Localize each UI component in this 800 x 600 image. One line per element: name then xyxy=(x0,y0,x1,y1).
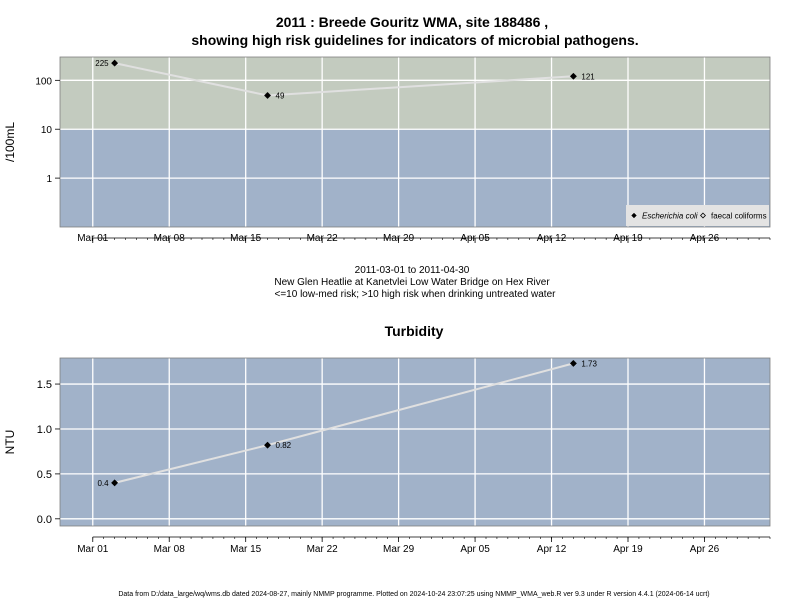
legend-box xyxy=(626,205,769,226)
x-tick-label: Apr 05 xyxy=(460,233,490,244)
guideline-caption: <=10 low-med risk; >10 high risk when dr… xyxy=(275,289,557,300)
main-title-line-2: showing high risk guidelines for indicat… xyxy=(191,32,638,48)
legend-label: faecal coliforms xyxy=(711,212,767,221)
y-tick-label: 100 xyxy=(35,76,52,87)
data-point xyxy=(111,59,119,67)
high-risk-band xyxy=(60,57,770,130)
data-point xyxy=(263,441,272,449)
y-tick-label: 1 xyxy=(46,174,52,185)
y-axis-title: NTU xyxy=(3,430,17,455)
x-tick-label: Apr 12 xyxy=(537,233,567,244)
data-point xyxy=(569,72,577,80)
x-tick-label: Apr 19 xyxy=(613,233,643,244)
legend-marker xyxy=(631,212,637,219)
date-range-caption: 2011-03-01 to 2011-04-30 xyxy=(355,265,470,276)
plot-frame xyxy=(59,56,771,228)
x-tick-label: Mar 15 xyxy=(230,233,262,244)
data-label: 225 xyxy=(95,59,109,68)
x-tick-label: Mar 08 xyxy=(154,233,186,244)
x-tick-label: Mar 22 xyxy=(307,233,339,244)
y-tick-label: 1.5 xyxy=(37,379,52,391)
x-tick-label: Mar 08 xyxy=(154,544,186,555)
plot-frame xyxy=(59,357,771,527)
data-label: 121 xyxy=(581,72,595,81)
x-tick-label: Mar 15 xyxy=(230,544,262,555)
x-tick-label: Mar 29 xyxy=(383,544,415,555)
legend-label: Escherichia coli xyxy=(642,212,698,221)
y-tick-label: 1.0 xyxy=(37,424,52,436)
y-tick-label: 0.5 xyxy=(37,469,52,481)
legend-marker xyxy=(700,212,706,219)
x-tick-label: Mar 29 xyxy=(383,233,415,244)
data-label: 0.4 xyxy=(97,479,109,488)
data-label: 1.73 xyxy=(581,359,597,368)
x-tick-label: Apr 19 xyxy=(613,544,643,555)
ecoli-panel: 1 10 100/100mL Mar 01 Mar 08 Mar 15 Mar 22 Mar … xyxy=(3,56,771,244)
turbidity-title: Turbidity xyxy=(385,323,444,339)
data-point xyxy=(111,479,119,487)
x-tick-label: Apr 12 xyxy=(537,544,567,555)
x-tick-label: Apr 26 xyxy=(690,233,720,244)
x-tick-label: Mar 22 xyxy=(307,544,339,555)
x-tick-label: Mar 01 xyxy=(77,544,109,555)
x-tick-label: Apr 05 xyxy=(460,544,490,555)
data-point xyxy=(569,359,577,367)
x-tick-label: Apr 26 xyxy=(690,544,720,555)
data-label: 49 xyxy=(276,91,285,100)
x-tick-label: Mar 01 xyxy=(77,233,109,244)
data-label: 0.82 xyxy=(276,441,292,450)
y-tick-label: 10 xyxy=(41,125,53,136)
site-caption: New Glen Heatlie at Kanetvlei Low Water … xyxy=(274,277,550,288)
main-title-line-1: 2011 : Breede Gouritz WMA, site 188486 , xyxy=(276,14,548,30)
y-tick-label: 0.0 xyxy=(37,514,52,526)
data-point xyxy=(263,91,272,100)
y-axis-title: /100mL xyxy=(3,122,17,162)
plot-background xyxy=(60,358,770,526)
turbidity-panel: 0.0 0.5 1.0 1.5 NTU Mar 01 Mar 08 Mar 15 Mar 22 M… xyxy=(3,357,771,555)
footer-note: Data from D:/data_large/wq/wms.db dated … xyxy=(118,591,709,598)
